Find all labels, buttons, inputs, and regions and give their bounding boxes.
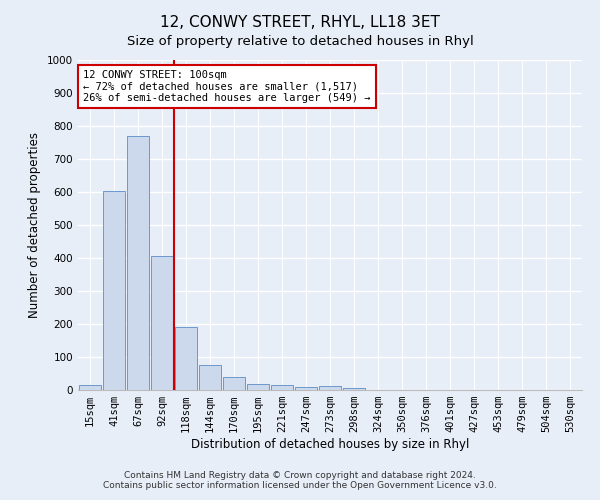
Text: Size of property relative to detached houses in Rhyl: Size of property relative to detached ho… bbox=[127, 35, 473, 48]
Bar bbox=[127, 136, 149, 390]
Bar bbox=[79, 385, 101, 390]
Bar bbox=[175, 328, 197, 390]
Text: Contains HM Land Registry data © Crown copyright and database right 2024.
Contai: Contains HM Land Registry data © Crown c… bbox=[103, 470, 497, 490]
Text: 12 CONWY STREET: 100sqm
← 72% of detached houses are smaller (1,517)
26% of semi: 12 CONWY STREET: 100sqm ← 72% of detache… bbox=[83, 70, 371, 103]
Bar bbox=[247, 384, 269, 390]
Y-axis label: Number of detached properties: Number of detached properties bbox=[28, 132, 41, 318]
Bar bbox=[199, 364, 221, 390]
Bar bbox=[295, 386, 317, 390]
Bar bbox=[343, 388, 365, 390]
X-axis label: Distribution of detached houses by size in Rhyl: Distribution of detached houses by size … bbox=[191, 438, 469, 451]
Bar bbox=[223, 378, 245, 390]
Bar bbox=[319, 386, 341, 390]
Bar bbox=[271, 384, 293, 390]
Bar bbox=[103, 192, 125, 390]
Bar bbox=[151, 256, 173, 390]
Text: 12, CONWY STREET, RHYL, LL18 3ET: 12, CONWY STREET, RHYL, LL18 3ET bbox=[160, 15, 440, 30]
